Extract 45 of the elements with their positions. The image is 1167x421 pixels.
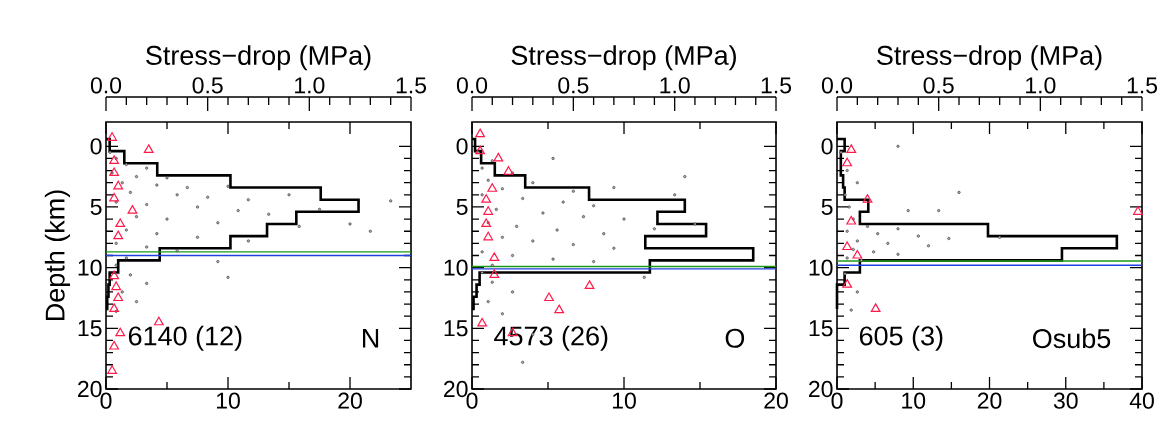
x-tick-label: 10 (902, 392, 926, 409)
x2-tick-label: 0.5 (192, 77, 223, 94)
x-tick-label: 10 (612, 392, 636, 409)
annotation: 6140 (12) (128, 325, 242, 351)
x-tick-label: 20 (764, 392, 788, 409)
x2-tick-label: 1.0 (295, 77, 325, 94)
x-tick-label: 20 (977, 392, 1002, 409)
x-tick-label: 30 (1053, 392, 1078, 409)
y-tick-label: 0 (456, 138, 468, 155)
y-axis-title: Depth (km) (44, 190, 71, 321)
annotation: N (363, 328, 379, 348)
y-tick-label: 15 (809, 320, 833, 337)
x2-axis-title: Stress−drop (MPa) (511, 45, 736, 71)
x2-tick-label: 0.0 (821, 77, 853, 94)
annotation: Osub5 (1033, 328, 1111, 349)
y-tick-label: 0 (821, 138, 833, 155)
x-tick-label: 40 (1129, 392, 1154, 409)
x2-axis-title: Stress−drop (MPa) (877, 45, 1102, 71)
y-tick-label: 15 (444, 320, 468, 337)
y-tick-label: 10 (444, 259, 468, 276)
annotation: 4573 (26) (494, 325, 608, 351)
y-tick-label: 10 (809, 259, 833, 276)
y-tick-label: 20 (78, 380, 102, 398)
x2-tick-label: 0.0 (90, 77, 122, 94)
x-tick-label: 20 (338, 392, 362, 409)
y-tick-label: 0 (90, 138, 102, 155)
x-tick-label: 10 (216, 392, 240, 409)
y-tick-label: 5 (90, 198, 102, 215)
x2-tick-label: 1.5 (1127, 77, 1158, 94)
y-tick-label: 5 (456, 198, 468, 215)
x2-tick-label: 0.5 (558, 77, 589, 94)
annotation: O (725, 328, 745, 348)
x2-tick-label: 0.5 (923, 77, 954, 94)
y-tick-label: 20 (809, 380, 833, 398)
x2-tick-label: 1.0 (1026, 77, 1056, 94)
x2-tick-label: 0.0 (456, 77, 488, 94)
x2-tick-label: 1.5 (396, 77, 427, 94)
x2-tick-label: 1.5 (761, 77, 792, 94)
y-tick-label: 20 (444, 380, 468, 398)
y-tick-label: 10 (78, 259, 102, 276)
x2-axis-title: Stress−drop (MPa) (146, 45, 371, 71)
x2-tick-label: 1.0 (660, 77, 690, 94)
y-tick-label: 5 (821, 198, 833, 215)
y-tick-label: 15 (78, 320, 102, 337)
annotation: 605 (3) (859, 325, 943, 351)
